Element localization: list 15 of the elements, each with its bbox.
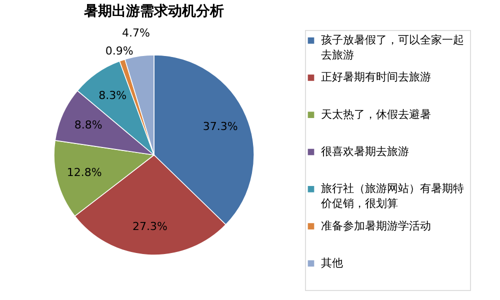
data-label: 8.8%	[74, 118, 102, 132]
legend-label: 旅行社（旅游网站）有暑期特价促销，很划算	[320, 182, 464, 210]
chart-title: 暑期出游需求动机分析	[83, 3, 224, 20]
legend-label: 很喜欢暑期去旅游	[321, 145, 409, 158]
data-label: 27.3%	[132, 220, 168, 233]
data-label: 4.7%	[122, 26, 150, 40]
legend-label: 准备参加暑期游学活动	[321, 219, 431, 232]
legend-label: 正好暑期有时间去旅游	[321, 70, 431, 84]
data-label: 8.3%	[98, 89, 127, 102]
data-label: 37.3%	[202, 120, 238, 133]
data-label: 0.9%	[105, 44, 134, 58]
legend-label: 其他	[321, 256, 343, 270]
legend-label: 孩子放暑假了，可以全家一起去旅游	[321, 34, 464, 62]
data-label: 12.8%	[66, 166, 102, 180]
legend-label: 天太热了，休假去避暑	[321, 108, 431, 121]
